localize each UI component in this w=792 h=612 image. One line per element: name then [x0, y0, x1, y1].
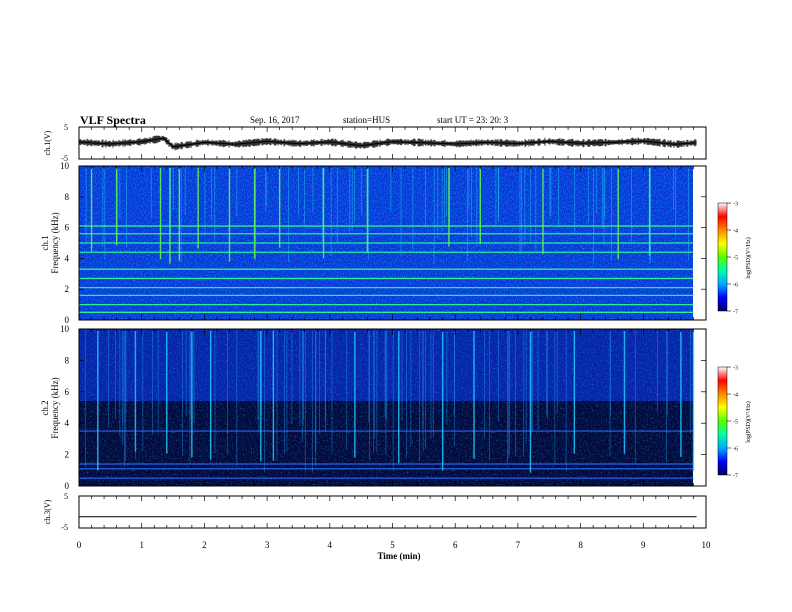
ch2-spectrogram-panel: 0 2 4 6 8 10 ch.2Frequency (kHz) -3 -4 -5 -6 -7 l…	[40, 324, 752, 491]
frequency-tick-label: 4	[65, 418, 70, 428]
x-tick-label: 4	[328, 540, 333, 550]
x-tick-label: 2	[202, 540, 207, 550]
x-tick-label: 10	[702, 540, 712, 550]
frequency-tick-label: 8	[65, 192, 70, 202]
ch3-waveform-ylabel: ch.3(V)	[43, 499, 52, 524]
colorbar-tick-label: -4	[733, 229, 738, 235]
ch3-waveform-ticks	[78, 496, 707, 528]
colorbar-tick-label: -4	[733, 393, 738, 399]
ch2-colorbar-label: log(PSD)(V²/Hz)	[745, 401, 752, 442]
ch1-colorbar	[717, 202, 728, 312]
ch1-spectrogram-ytick-labels: 0 2 4 6 8 10	[60, 161, 706, 325]
ch2-colorbar	[717, 366, 728, 476]
x-tick-label: 6	[453, 540, 458, 550]
x-tick-label: 8	[578, 540, 583, 550]
station-label: station=HUS	[343, 115, 390, 125]
frequency-tick-label: 6	[65, 223, 70, 233]
frequency-tick-label: 2	[65, 284, 70, 294]
start-time-label: start UT = 23: 20: 3	[437, 115, 509, 125]
figure-title: VLF Spectra	[80, 113, 146, 127]
x-axis-tick-labels: 0 1 2 3 4 5 6 7 8 9 10	[77, 540, 711, 550]
x-tick-label: 0	[77, 540, 82, 550]
colorbar-tick-label: -6	[733, 283, 738, 289]
ch1-colorbar-ticks: -3 -4 -5 -6 -7	[727, 202, 738, 316]
ch1-spectrogram-ylabel: ch.1Frequency (kHz)	[40, 212, 60, 273]
colorbar-tick-label: -3	[733, 202, 738, 208]
x-tick-label: 7	[516, 540, 521, 550]
ch2-colorbar-ticks: -3 -4 -5 -6 -7	[727, 366, 738, 480]
colorbar-tick-label: -5	[733, 256, 738, 262]
x-tick-label: 9	[641, 540, 646, 550]
x-tick-label: 1	[139, 540, 144, 550]
x-axis-label: Time (min)	[377, 551, 420, 561]
ch1-spectrogram-marks	[79, 168, 694, 313]
ch1-spectrogram-ticks	[78, 166, 707, 320]
ch3-waveform-frame	[78, 495, 707, 529]
date-label: Sep. 16, 2017	[250, 115, 300, 125]
frequency-tick-label: 10	[60, 324, 70, 334]
waveform-noise	[79, 135, 697, 151]
ch2-spectrogram-ticks	[78, 329, 707, 486]
colorbar-tick-label: -7	[733, 310, 738, 316]
frequency-tick-label: 0	[65, 315, 70, 325]
frequency-tick-label: 10	[60, 161, 70, 171]
x-tick-label: 3	[265, 540, 270, 550]
ch1-ytick-bottom: -5	[61, 154, 68, 163]
ch1-ytick-top: 5	[64, 123, 68, 132]
ch2-spectrogram-ytick-labels: 0 2 4 6 8 10	[60, 324, 706, 491]
ch1-waveform-ylabel: ch.1(V)	[43, 130, 52, 155]
ch3-ytick-top: 5	[64, 492, 68, 501]
colorbar-tick-label: -5	[733, 420, 738, 426]
ch3-ytick-bottom: -5	[61, 523, 68, 532]
frequency-tick-label: 8	[65, 355, 70, 365]
colorbar-tick-label: -3	[733, 366, 738, 372]
frequency-tick-label: 4	[65, 253, 70, 263]
x-tick-label: 5	[390, 540, 395, 550]
ch1-colorbar-label: log(PSD)(V²/Hz)	[745, 237, 752, 278]
ch2-spectrogram-ylabel: ch.2Frequency (kHz)	[40, 377, 60, 438]
ch1-waveform-panel: 5 -5 ch.1(V)	[43, 123, 707, 163]
frequency-tick-label: 6	[65, 387, 70, 397]
ch1-waveform-trace	[78, 135, 697, 151]
ch1-waveform-ticks	[78, 127, 707, 159]
colorbar-tick-label: -6	[733, 447, 738, 453]
colorbar-tick-label: -7	[733, 474, 738, 480]
frequency-tick-label: 2	[65, 450, 70, 460]
ch2-spectrogram-marks	[79, 331, 695, 479]
frequency-tick-label: 0	[65, 481, 70, 491]
ch3-waveform-panel: 5 -5 ch.3(V)	[43, 492, 707, 532]
ch1-spectrogram-panel: 0 2 4 6 8 10 ch.1Frequency (kHz) -3 -4 -5 -6 -7 l…	[40, 161, 752, 325]
